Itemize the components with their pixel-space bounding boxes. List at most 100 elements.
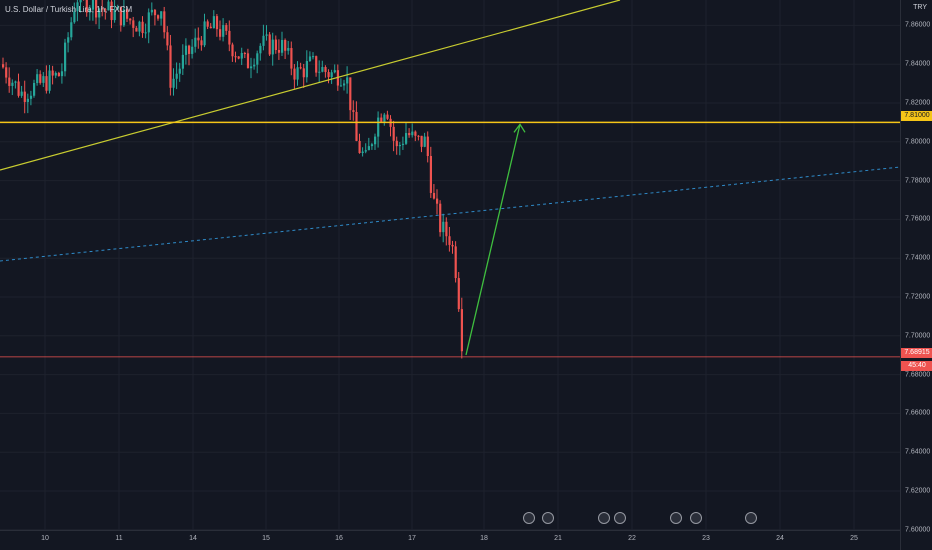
candle-body: [67, 37, 70, 43]
candle-body: [54, 72, 57, 76]
candle-body: [358, 140, 361, 154]
candle-body: [51, 70, 54, 76]
price-tick-label: 7.72000: [905, 293, 931, 301]
economic-event-flag-icon[interactable]: [542, 512, 554, 524]
candle-body: [153, 9, 157, 16]
candle-body: [206, 21, 209, 27]
price-tick-label: 7.80000: [905, 138, 931, 146]
candle-body: [367, 146, 370, 151]
candle-body: [11, 82, 14, 86]
candle-body: [113, 9, 116, 21]
chart-drawings: [0, 0, 901, 358]
candle-body: [101, 8, 104, 10]
candle-body: [5, 67, 8, 78]
candle-body: [281, 39, 284, 53]
candle-body: [129, 18, 132, 21]
candle-body: [178, 68, 181, 74]
candle-body: [277, 50, 281, 53]
candle-body: [91, 0, 95, 10]
candle-body: [411, 131, 414, 136]
economic-event-flag-icon[interactable]: [670, 512, 682, 524]
candle-body: [318, 71, 321, 73]
candle-body: [23, 91, 26, 102]
candle-body: [88, 9, 91, 13]
candle-body: [73, 11, 76, 23]
candle-body: [312, 56, 315, 58]
candle-body: [380, 117, 383, 122]
candle-body: [29, 95, 33, 99]
candle-body: [2, 64, 5, 68]
candle-body: [8, 77, 11, 86]
candle-body: [225, 25, 228, 31]
price-tick-label: 7.84000: [905, 60, 931, 68]
candle-body: [48, 70, 51, 91]
candle-body: [445, 221, 448, 237]
candle-body: [119, 6, 122, 26]
candle-body: [126, 9, 129, 19]
time-tick-label: 11: [115, 535, 123, 542]
economic-event-flag-icon[interactable]: [523, 512, 535, 524]
candle-body: [361, 151, 364, 154]
candlestick-series: [2, 0, 463, 359]
economic-event-flag-icon[interactable]: [690, 512, 702, 524]
candle-body: [228, 30, 231, 45]
candle-body: [110, 1, 113, 21]
time-tick-label: 15: [262, 535, 270, 542]
candle-body: [184, 45, 188, 55]
candle-body: [163, 11, 166, 33]
candle-body: [26, 98, 29, 102]
candle-body: [401, 143, 405, 145]
candle-body: [330, 72, 333, 78]
candle-body: [290, 48, 293, 69]
symbol-legend[interactable]: U.S. Dollar / Turkish Lira, 1h, FXCM: [5, 5, 133, 14]
candle-body: [42, 76, 45, 83]
last-price-label: 7.68915: [901, 348, 932, 358]
candle-body: [141, 21, 144, 34]
candle-body: [181, 54, 184, 69]
candle-body: [265, 34, 268, 36]
candle-body: [448, 236, 451, 245]
candle-body: [414, 131, 417, 136]
candle-body: [460, 309, 463, 352]
candle-body: [293, 68, 296, 80]
candle-body: [343, 83, 346, 86]
economic-event-flag-icon[interactable]: [614, 512, 626, 524]
candle-body: [395, 140, 398, 147]
candle-body: [76, 2, 79, 12]
price-tick-label: 7.64000: [905, 448, 931, 456]
candle-body: [45, 76, 48, 91]
candle-body: [324, 67, 327, 73]
candle-body: [215, 16, 219, 30]
time-scale[interactable]: 10 11 14 15 16 17 18 21 22 23 24 25: [0, 530, 900, 550]
candle-body: [417, 135, 420, 137]
currency-label[interactable]: TRY: [913, 4, 927, 11]
candle-body: [333, 70, 336, 73]
candle-body: [374, 136, 377, 145]
candle-body: [268, 34, 271, 55]
candle-body: [271, 39, 274, 55]
candle-body: [383, 114, 386, 122]
price-chart[interactable]: [0, 0, 901, 531]
economic-event-flag-icon[interactable]: [745, 512, 757, 524]
candle-body: [166, 32, 169, 46]
candle-body: [191, 46, 194, 54]
price-tick-label: 7.82000: [905, 99, 931, 107]
candle-body: [197, 37, 200, 41]
economic-event-flag-icon[interactable]: [598, 512, 610, 524]
candle-body: [104, 9, 107, 11]
candle-body: [219, 29, 222, 37]
chart-pane[interactable]: U.S. Dollar / Turkish Lira, 1h, FXCM: [0, 0, 901, 531]
candle-body: [212, 16, 215, 29]
candle-body: [132, 20, 135, 28]
time-tick-label: 16: [335, 535, 343, 542]
candle-body: [70, 22, 73, 38]
candle-body: [57, 72, 60, 77]
candle-body: [426, 136, 429, 157]
candle-body: [339, 85, 343, 87]
price-scale[interactable]: TRY 7.86000 7.84000 7.82000 7.80000 7.78000 7…: [900, 0, 932, 550]
candle-body: [256, 53, 259, 65]
candle-body: [349, 77, 352, 111]
candle-body: [287, 48, 290, 51]
candle-body: [284, 39, 287, 51]
candle-body: [315, 56, 318, 73]
